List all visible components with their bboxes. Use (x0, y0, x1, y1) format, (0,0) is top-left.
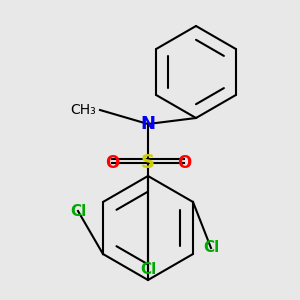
Text: N: N (140, 115, 155, 133)
Text: O: O (105, 154, 119, 172)
Text: Cl: Cl (140, 262, 156, 278)
Text: Cl: Cl (203, 241, 219, 256)
Text: Cl: Cl (70, 203, 86, 218)
Text: O: O (177, 154, 191, 172)
Text: CH₃: CH₃ (70, 103, 96, 117)
Text: S: S (141, 154, 155, 172)
